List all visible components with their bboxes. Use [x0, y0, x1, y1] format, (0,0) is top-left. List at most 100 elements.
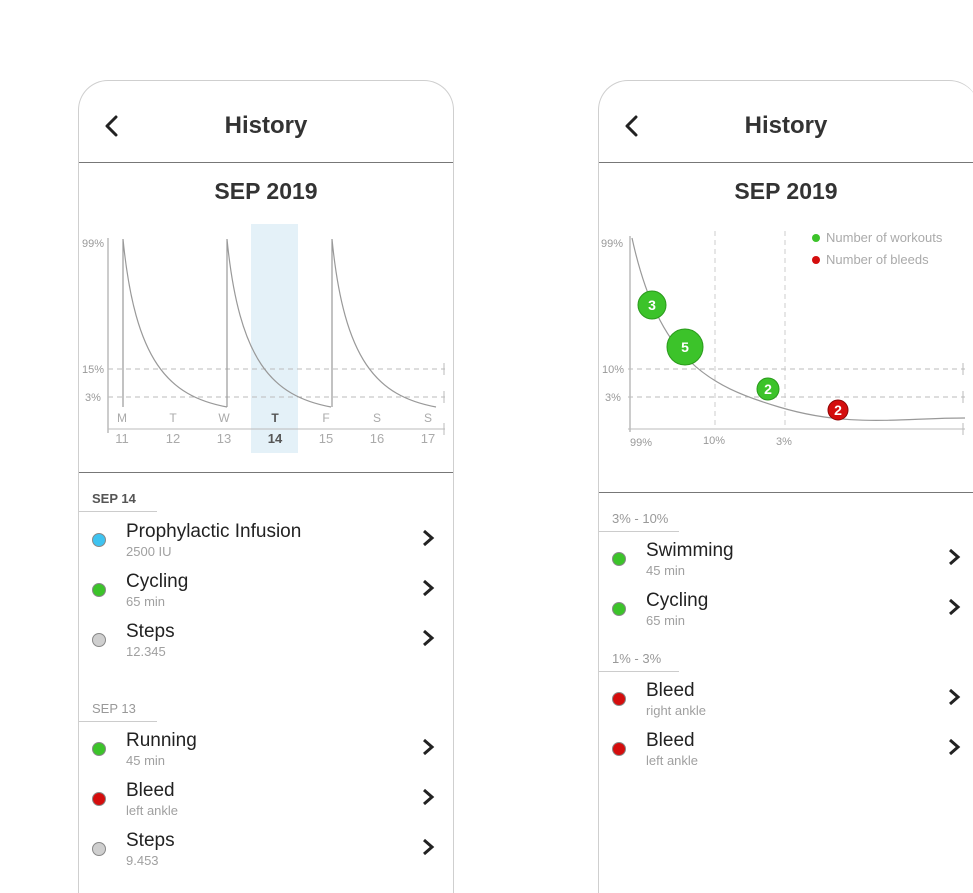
item-subtitle: 12.345: [126, 644, 166, 659]
decay-curve: [122, 238, 228, 408]
day-number[interactable]: 17: [421, 431, 435, 446]
chevron-right-icon: [423, 838, 435, 856]
legend-workouts-dot: [812, 234, 820, 242]
day-number[interactable]: 12: [166, 431, 180, 446]
day-letter: W: [218, 411, 230, 425]
day-number[interactable]: 16: [370, 431, 384, 446]
list-item-bleed-left-ankle[interactable]: Bleed left ankle: [599, 730, 965, 778]
day-letter: S: [424, 411, 432, 425]
chevron-right-icon: [949, 688, 961, 706]
status-dot: [92, 792, 106, 806]
bubble-bleeds-2[interactable]: 2: [827, 399, 849, 421]
decay-curve: [331, 238, 437, 408]
day-number[interactable]: 13: [217, 431, 231, 446]
item-title: Prophylactic Infusion: [126, 521, 302, 542]
item-subtitle: right ankle: [646, 703, 706, 718]
back-chevron-icon[interactable]: [621, 114, 645, 138]
chevron-right-icon: [423, 579, 435, 597]
day-number[interactable]: 11: [115, 431, 129, 446]
status-dot: [612, 742, 626, 756]
history-screen-week: History SEP 2019 99% 15% 3% M 11 T 12 W 13 T 14…: [78, 80, 454, 893]
status-dot: [612, 602, 626, 616]
day-number[interactable]: 14: [268, 431, 283, 446]
day-letter: M: [117, 411, 127, 425]
item-title: Swimming: [646, 540, 734, 561]
item-subtitle: 65 min: [126, 594, 166, 609]
day-labels: M 11 T 12 W 13 T 14 F 15 S 16 S 17: [115, 411, 435, 446]
divider: [599, 492, 973, 493]
month-label: SEP 2019: [734, 178, 838, 204]
item-subtitle: 9.453: [126, 853, 159, 868]
item-title: Cycling: [646, 590, 709, 611]
section-label-sep13: SEP 13: [79, 701, 157, 722]
x-label-3: 3%: [776, 436, 792, 448]
page-title: History: [224, 112, 308, 139]
section-label-sep14: SEP 14: [79, 491, 157, 512]
x-label-99: 99%: [630, 437, 652, 449]
status-dot: [612, 552, 626, 566]
bubble-workouts-2[interactable]: 2: [756, 377, 780, 401]
legend-workouts-label: Number of workouts: [826, 230, 943, 245]
list-item-bleed-right-ankle[interactable]: Bleed right ankle: [599, 680, 965, 728]
status-dot: [92, 842, 106, 856]
section-label-1-3: 1% - 3%: [599, 651, 679, 672]
item-title: Steps: [126, 621, 175, 642]
day-letter: T: [271, 411, 279, 425]
list-item-swimming[interactable]: Swimming 45 min: [599, 540, 965, 588]
list-item-bleed[interactable]: Bleed left ankle: [79, 780, 453, 828]
list-item-running[interactable]: Running 45 min: [79, 730, 453, 778]
item-title: Bleed: [646, 730, 695, 751]
factor-level-week-chart: 99% 15% 3% M 11 T 12 W 13 T 14 F 15 S 16 S 17: [82, 224, 445, 453]
back-chevron-icon[interactable]: [101, 114, 125, 138]
list-item-steps[interactable]: Steps 12.345: [79, 621, 453, 669]
item-subtitle: 65 min: [646, 613, 686, 628]
status-dot: [92, 633, 106, 647]
section-label-3-10: 3% - 10%: [599, 511, 679, 532]
y-label-15: 15%: [82, 364, 104, 376]
chevron-right-icon: [949, 738, 961, 756]
page-title: History: [744, 112, 828, 139]
y-label-99: 99%: [601, 238, 623, 250]
legend-bleeds-label: Number of bleeds: [826, 252, 929, 267]
bubble-workouts-5[interactable]: 5: [666, 328, 704, 366]
decay-curves: [122, 238, 437, 408]
decay-curve: [631, 237, 966, 421]
y-label-3: 3%: [85, 392, 101, 404]
status-dot: [612, 692, 626, 706]
list-item-steps[interactable]: Steps 9.453: [79, 830, 453, 878]
history-screen-scatter: History SEP 2019 99% 10% 3% 99% 10% 3% N…: [598, 80, 973, 893]
svg-text:2: 2: [764, 381, 772, 397]
day-letter: T: [169, 411, 177, 425]
bubble-workouts-3[interactable]: 3: [637, 290, 667, 320]
month-label: SEP 2019: [214, 178, 318, 204]
day-letter: F: [322, 411, 329, 425]
selected-day-highlight: [251, 224, 298, 453]
item-title: Cycling: [126, 571, 189, 592]
day-number[interactable]: 15: [319, 431, 333, 446]
list-item-cycling[interactable]: Cycling 65 min: [79, 571, 453, 619]
header: History: [79, 81, 453, 163]
list-item-prophylactic-infusion[interactable]: Prophylactic Infusion 2500 IU: [79, 521, 453, 569]
status-dot: [92, 583, 106, 597]
activity-level-chart: 99% 10% 3% 99% 10% 3% Number of workouts…: [601, 230, 966, 449]
item-subtitle: left ankle: [126, 803, 179, 818]
chevron-right-icon: [423, 529, 435, 547]
item-title: Bleed: [646, 680, 695, 701]
y-label-10: 10%: [602, 364, 624, 376]
item-title: Bleed: [126, 780, 175, 801]
y-label-99: 99%: [82, 238, 104, 250]
status-dot: [92, 742, 106, 756]
chevron-right-icon: [949, 548, 961, 566]
chevron-right-icon: [949, 598, 961, 616]
decay-curve: [226, 238, 332, 408]
svg-text:5: 5: [681, 339, 689, 355]
y-label-3: 3%: [605, 392, 621, 404]
svg-text:3: 3: [648, 297, 656, 313]
list-item-cycling[interactable]: Cycling 65 min: [599, 590, 965, 638]
x-label-10: 10%: [703, 435, 725, 447]
item-subtitle: 45 min: [646, 563, 686, 578]
divider: [79, 472, 453, 473]
item-title: Running: [126, 730, 197, 751]
svg-text:2: 2: [834, 402, 842, 418]
chevron-right-icon: [423, 629, 435, 647]
